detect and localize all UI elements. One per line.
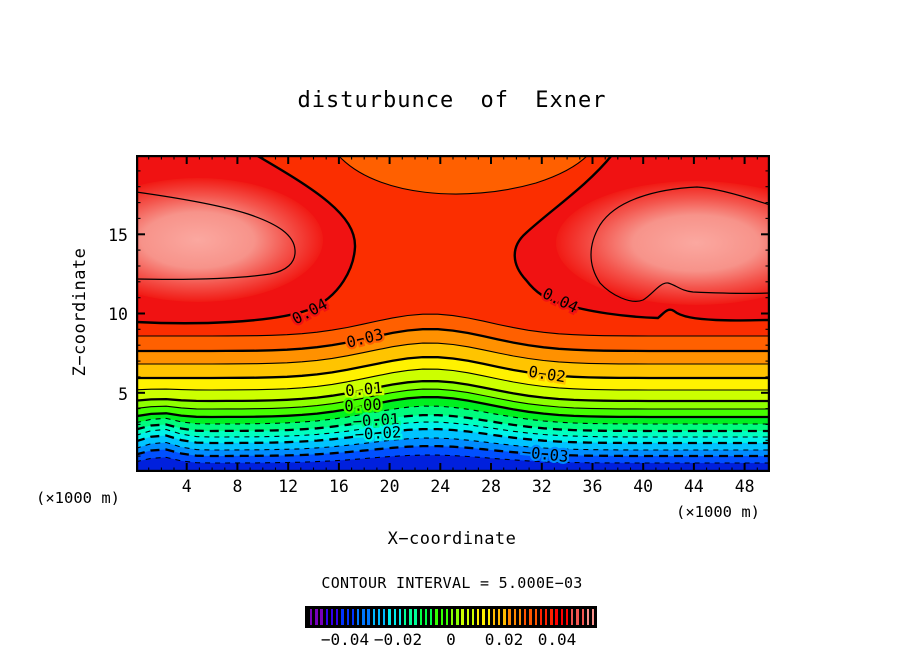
colorbar-stroke <box>430 609 433 625</box>
colorbar-stroke <box>571 609 574 625</box>
colorbar-stroke <box>424 609 428 625</box>
colorbar-stroke <box>466 609 470 625</box>
colorbar-stroke <box>362 609 365 625</box>
colorbar-stroke <box>409 609 412 625</box>
colorbar-stroke <box>508 609 511 625</box>
colorbar-stroke <box>419 609 423 625</box>
colorbar-stroke <box>315 609 318 625</box>
colorbar-stroke <box>592 609 595 625</box>
colorbar-stroke <box>487 609 490 625</box>
colorbar-stroke <box>310 609 313 625</box>
colorbar-stroke <box>471 609 475 625</box>
contour-plot: 0.04 0.04 0.03 0.02 0.01 0.00 −0.01 −0.02 −0.03 <box>73 153 836 473</box>
colorbar-stroke <box>325 609 329 625</box>
x-tick-label: 32 <box>531 477 552 496</box>
colorbar <box>305 606 597 628</box>
colorbar-stroke <box>404 609 407 625</box>
colorbar-stroke <box>529 609 532 625</box>
colorbar-stroke <box>576 609 579 625</box>
colorbar-stroke <box>414 609 417 625</box>
x-tick-label: 44 <box>683 477 704 496</box>
contour-label: −0.02 <box>354 423 402 443</box>
colorbar-tick-label: 0 <box>446 630 456 649</box>
x-axis-unit-left: (×1000 m) <box>36 489 120 507</box>
contour-label: 0.00 <box>344 396 382 416</box>
colorbar-stroke <box>383 609 386 625</box>
colorbar-stroke <box>398 609 402 625</box>
colorbar-stroke <box>513 609 517 625</box>
colorbar-tick-label: 0.04 <box>537 630 577 649</box>
colorbar-stroke <box>440 609 443 625</box>
colorbar-stroke <box>581 609 584 625</box>
z-tick-label: 10 <box>108 305 128 324</box>
colorbar-stroke <box>351 609 355 625</box>
z-tick-label: 5 <box>118 385 128 404</box>
colorbar-stroke <box>477 609 480 625</box>
page-title: disturbunce of Exner <box>297 88 607 113</box>
x-tick-label: 40 <box>633 477 654 496</box>
colorbar-tick-label: −0.02 <box>373 630 423 649</box>
colorbar-stroke <box>367 609 370 625</box>
x-axis-label: X−coordinate <box>387 529 517 549</box>
colorbar-stroke <box>372 609 376 625</box>
x-tick-label: 16 <box>328 477 349 496</box>
x-tick-label: 24 <box>430 477 451 496</box>
colorbar-stroke <box>393 609 396 625</box>
colorbar-stroke <box>503 609 506 625</box>
colorbar-stroke <box>550 609 553 625</box>
x-tick-label: 36 <box>582 477 603 496</box>
x-tick-label: 48 <box>734 477 755 496</box>
colorbar-stroke <box>377 609 381 625</box>
contour-plot-svg: 0.04 0.040.030.020.010.00−0.01−0.02−0.03 <box>73 153 836 473</box>
colorbar-stroke <box>388 609 391 625</box>
colorbar-stroke <box>518 609 522 625</box>
colorbar-stroke <box>545 609 548 625</box>
colorbar-stroke <box>346 609 349 625</box>
x-tick-label: 4 <box>181 477 192 496</box>
x-tick-label: 8 <box>232 477 243 496</box>
colorbar-stroke <box>336 609 339 625</box>
colorbar-tick-label: 0.02 <box>484 630 524 649</box>
colorbar-stroke <box>445 609 449 625</box>
colorbar-stroke <box>539 609 543 625</box>
colorbar-stroke <box>330 609 334 625</box>
colorbar-stroke <box>498 609 501 625</box>
z-tick-label: 15 <box>108 226 128 245</box>
x-tick-label: 12 <box>278 477 299 496</box>
colorbar-tick-label: −0.04 <box>320 630 370 649</box>
colorbar-stroke <box>341 609 344 625</box>
colorbar-stroke <box>456 609 459 625</box>
colorbar-stroke <box>461 609 464 625</box>
colorbar-stroke <box>560 609 564 625</box>
colorbar-stroke <box>435 609 438 625</box>
colorbar-stroke <box>534 609 537 625</box>
x-tick-label: 28 <box>481 477 501 496</box>
colorbar-stroke <box>492 609 496 625</box>
colorbar-stroke <box>451 609 454 625</box>
colorbar-stroke <box>482 609 485 625</box>
colorbar-stroke <box>357 609 360 625</box>
colorbar-stroke <box>555 609 558 625</box>
contour-interval-note: CONTOUR INTERVAL = 5.000E−03 <box>321 574 583 592</box>
colorbar-stroke <box>524 609 527 625</box>
colorbar-stroke <box>586 609 590 625</box>
x-axis-unit-right: (×1000 m) <box>676 503 760 521</box>
colorbar-stroke <box>320 609 323 625</box>
x-tick-label: 20 <box>379 477 400 496</box>
colorbar-stroke <box>565 609 569 625</box>
